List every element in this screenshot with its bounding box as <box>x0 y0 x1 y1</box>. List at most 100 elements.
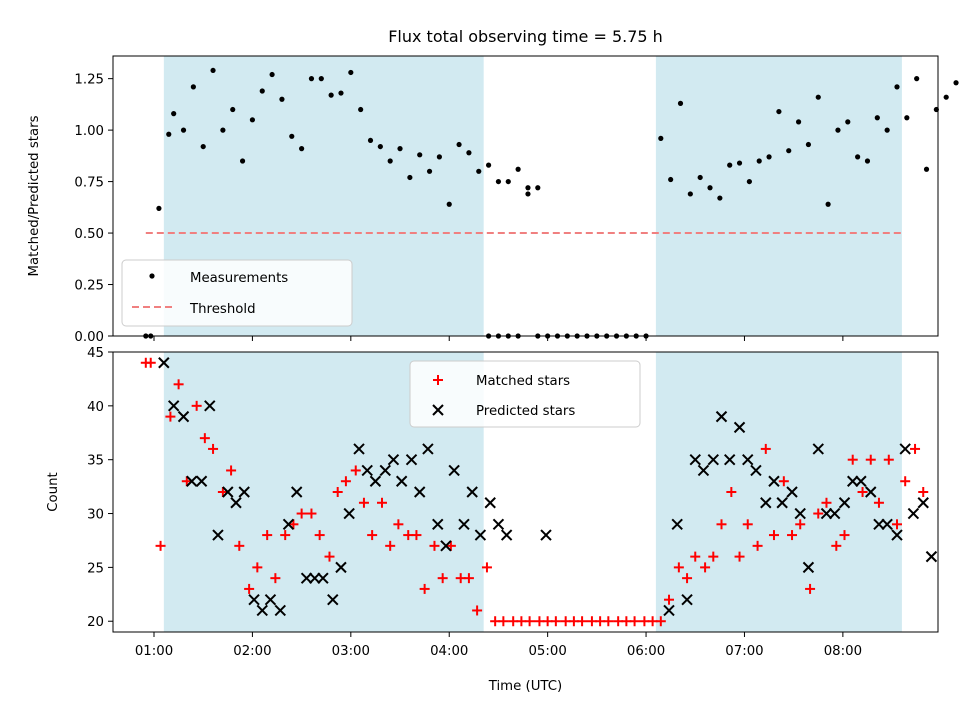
data-point <box>943 94 949 100</box>
data-point <box>914 76 920 82</box>
x-tick-label: 08:00 <box>824 644 862 659</box>
x-b <box>327 593 339 606</box>
data-point <box>821 497 832 508</box>
data-point <box>314 530 325 541</box>
x-b <box>248 593 260 606</box>
x-b <box>290 486 303 498</box>
x-b <box>707 453 720 466</box>
data-point <box>663 604 675 617</box>
data-point <box>220 127 226 133</box>
data-point <box>778 476 789 487</box>
data-point <box>238 486 250 498</box>
data-point <box>873 518 885 531</box>
data-point <box>145 357 156 368</box>
x-b <box>794 507 806 520</box>
x-b <box>230 497 242 509</box>
data-point <box>505 178 511 185</box>
data-point <box>835 127 841 133</box>
x-b <box>177 410 190 423</box>
data-point <box>734 551 745 562</box>
data-point <box>707 185 713 191</box>
data-point <box>726 487 737 497</box>
x-b <box>768 475 780 487</box>
data-point <box>881 518 893 531</box>
data-point <box>802 561 815 574</box>
data-point <box>290 486 303 498</box>
data-point <box>318 76 324 82</box>
data-point <box>776 108 782 115</box>
data-point <box>350 465 361 476</box>
data-point <box>158 357 170 369</box>
data-point <box>812 443 824 455</box>
data-point <box>847 454 858 465</box>
data-point <box>525 185 531 191</box>
data-point <box>742 519 753 530</box>
data-point <box>673 562 684 573</box>
data-point <box>910 443 921 454</box>
data-point <box>687 191 693 197</box>
x-b <box>828 507 841 520</box>
data-point <box>446 201 452 207</box>
legend-marker-x-b <box>432 404 444 416</box>
data-point <box>280 530 291 541</box>
x-b <box>458 518 470 531</box>
plot-frame <box>112 55 939 337</box>
x-tick-label: 04:00 <box>430 644 468 659</box>
data-point <box>249 117 256 123</box>
data-point <box>820 507 833 520</box>
data-point <box>746 178 752 185</box>
data-point <box>369 475 382 487</box>
data-point <box>353 443 365 455</box>
x-tick-label: 05:00 <box>528 644 566 659</box>
data-point <box>603 616 614 627</box>
bottom-panel: 20 25 30 35 40 45 01:00 02:00 03:00 04:00 05:00 06:… <box>46 346 939 694</box>
data-point <box>839 530 850 541</box>
x-b <box>484 497 496 509</box>
x-b <box>317 572 329 584</box>
data-point <box>463 573 474 584</box>
data-point <box>681 593 693 606</box>
x-b <box>361 464 373 477</box>
data-point <box>715 410 728 423</box>
data-point <box>873 497 884 508</box>
data-point <box>167 400 180 412</box>
data-point <box>244 583 255 594</box>
data-point <box>682 573 693 584</box>
data-point <box>230 106 236 113</box>
data-point <box>348 69 354 76</box>
data-point <box>340 476 351 487</box>
data-point <box>195 475 208 487</box>
data-point <box>845 119 851 125</box>
data-point <box>697 464 710 477</box>
data-point <box>891 529 903 541</box>
legend-box <box>121 259 353 327</box>
series-measurements <box>143 67 959 339</box>
legend-top: Measurements Threshold <box>121 259 353 327</box>
data-point <box>485 162 492 168</box>
x-tick-label: 01:00 <box>135 644 173 659</box>
legend-bottom: Matched stars Predicted stars <box>409 360 641 428</box>
data-point <box>335 561 347 574</box>
data-point <box>838 497 851 509</box>
x-b <box>663 604 675 617</box>
x-b <box>414 486 426 498</box>
x-b <box>309 572 321 584</box>
data-point <box>165 411 176 422</box>
x-b <box>282 518 295 531</box>
x-b <box>300 572 313 584</box>
data-point <box>417 152 423 158</box>
data-point <box>200 143 206 150</box>
data-point <box>795 119 802 125</box>
data-point <box>300 572 313 584</box>
x-b <box>760 497 772 509</box>
x-b <box>873 518 885 531</box>
data-point <box>377 143 383 150</box>
data-point <box>437 573 448 584</box>
data-point <box>181 476 192 487</box>
data-point <box>186 475 198 487</box>
data-point <box>515 166 521 172</box>
data-point <box>495 178 502 185</box>
data-point <box>387 158 393 164</box>
data-point <box>440 540 452 552</box>
data-point <box>894 84 900 90</box>
